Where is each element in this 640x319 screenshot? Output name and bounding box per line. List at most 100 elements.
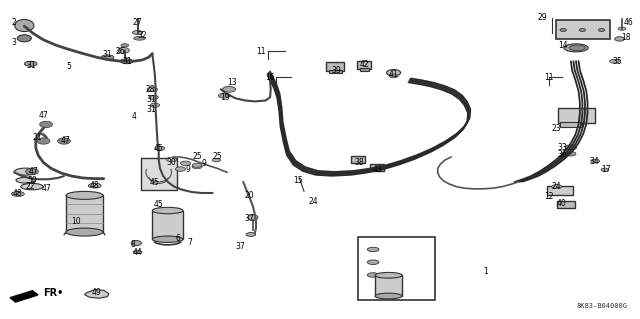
Text: 43: 43 — [372, 165, 383, 174]
Ellipse shape — [66, 228, 103, 236]
Ellipse shape — [12, 191, 24, 196]
Text: 45: 45 — [154, 144, 164, 153]
Text: 8K83-B04000G: 8K83-B04000G — [576, 303, 627, 309]
Ellipse shape — [387, 70, 401, 76]
Text: 48: 48 — [13, 189, 23, 198]
Text: 21: 21 — [33, 133, 42, 142]
Ellipse shape — [618, 27, 626, 30]
Text: 31: 31 — [147, 105, 157, 114]
Text: 11: 11 — [256, 47, 265, 56]
Text: 2: 2 — [12, 18, 17, 27]
Bar — [558, 108, 595, 123]
Bar — [560, 122, 582, 127]
Circle shape — [37, 138, 50, 144]
Ellipse shape — [248, 215, 258, 220]
Ellipse shape — [389, 74, 398, 78]
Ellipse shape — [566, 152, 576, 156]
Polygon shape — [84, 290, 109, 298]
Ellipse shape — [20, 183, 44, 190]
Text: 31: 31 — [385, 271, 396, 280]
Circle shape — [58, 138, 70, 144]
Text: 22: 22 — [26, 182, 35, 191]
Ellipse shape — [192, 164, 202, 169]
Text: 30: 30 — [166, 158, 177, 167]
Polygon shape — [10, 291, 38, 302]
Ellipse shape — [375, 293, 402, 299]
Text: 38: 38 — [355, 158, 365, 167]
Text: 49: 49 — [91, 288, 101, 297]
Ellipse shape — [223, 86, 236, 92]
Ellipse shape — [152, 236, 183, 242]
Text: 24: 24 — [552, 182, 562, 191]
Text: 12: 12 — [545, 192, 554, 201]
Ellipse shape — [133, 250, 142, 254]
Ellipse shape — [88, 183, 101, 188]
Ellipse shape — [66, 191, 103, 199]
Bar — [556, 20, 610, 39]
Text: 28: 28 — [146, 85, 155, 94]
Text: 1: 1 — [483, 267, 488, 276]
Text: 26: 26 — [115, 47, 125, 56]
Ellipse shape — [212, 159, 220, 162]
Ellipse shape — [375, 272, 402, 278]
Text: 50: 50 — [27, 176, 37, 185]
Ellipse shape — [17, 35, 31, 42]
Bar — [360, 68, 369, 71]
Text: 31: 31 — [385, 259, 396, 268]
Text: 25: 25 — [192, 152, 202, 161]
Bar — [547, 186, 573, 195]
Ellipse shape — [16, 177, 35, 183]
Text: 25: 25 — [212, 152, 223, 161]
Ellipse shape — [560, 28, 566, 32]
Ellipse shape — [570, 45, 585, 51]
Bar — [66, 195, 103, 232]
Text: 34: 34 — [589, 157, 599, 166]
Text: 29: 29 — [538, 13, 548, 22]
Text: 10: 10 — [70, 217, 81, 226]
Text: 18: 18 — [621, 33, 630, 42]
Text: 19: 19 — [220, 93, 230, 102]
Text: 35: 35 — [612, 57, 623, 66]
Text: 3: 3 — [12, 38, 17, 47]
Text: 44: 44 — [132, 248, 143, 257]
Text: 33: 33 — [557, 143, 567, 152]
Ellipse shape — [101, 55, 114, 60]
Bar — [357, 61, 371, 69]
Text: 40: 40 — [557, 199, 567, 208]
Ellipse shape — [148, 95, 159, 100]
Text: 24: 24 — [308, 197, 319, 206]
Circle shape — [26, 168, 38, 175]
Text: 5: 5 — [67, 63, 72, 71]
Ellipse shape — [121, 44, 129, 47]
Circle shape — [40, 121, 52, 128]
Bar — [557, 201, 575, 208]
Bar — [351, 156, 365, 163]
Ellipse shape — [15, 19, 34, 32]
Text: 47: 47 — [41, 184, 51, 193]
Text: FR•: FR• — [44, 288, 64, 298]
Text: 37: 37 — [244, 214, 255, 223]
Bar — [329, 70, 342, 73]
Text: 4: 4 — [132, 112, 137, 121]
Text: 42: 42 — [360, 60, 370, 69]
Ellipse shape — [598, 28, 605, 32]
Ellipse shape — [118, 48, 129, 53]
Ellipse shape — [132, 31, 143, 34]
Text: 27: 27 — [132, 18, 143, 27]
Ellipse shape — [367, 260, 379, 264]
Text: 14: 14 — [558, 41, 568, 50]
Ellipse shape — [615, 37, 624, 41]
Ellipse shape — [565, 145, 577, 150]
Ellipse shape — [367, 247, 379, 252]
Ellipse shape — [150, 103, 160, 107]
Ellipse shape — [601, 168, 609, 171]
Text: 16: 16 — [265, 73, 275, 82]
Bar — [375, 275, 402, 296]
Ellipse shape — [564, 44, 588, 52]
Text: 47: 47 — [38, 111, 49, 120]
Ellipse shape — [192, 163, 202, 167]
Text: 39: 39 — [331, 66, 341, 75]
Text: 31: 31 — [102, 50, 113, 59]
Ellipse shape — [175, 167, 186, 171]
Text: 17: 17 — [601, 165, 611, 174]
